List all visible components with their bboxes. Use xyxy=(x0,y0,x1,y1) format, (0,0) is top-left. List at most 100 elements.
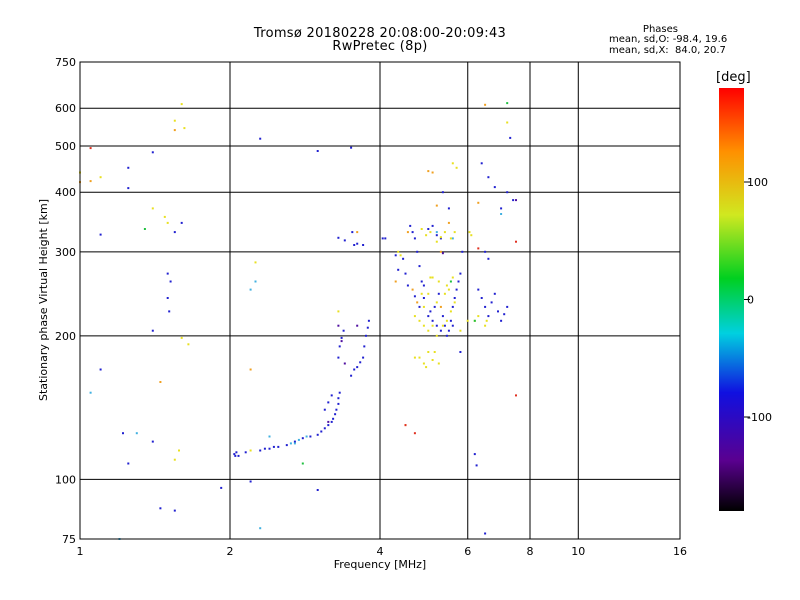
data-point xyxy=(272,445,275,448)
data-point xyxy=(366,326,369,329)
data-point xyxy=(180,336,183,339)
data-point xyxy=(249,288,252,291)
data-point xyxy=(381,237,384,240)
x-tick-label: 2 xyxy=(227,545,234,558)
data-point xyxy=(500,213,503,215)
data-point xyxy=(427,315,430,318)
data-point xyxy=(435,231,438,234)
data-point xyxy=(431,224,434,227)
data-point xyxy=(420,292,423,295)
data-point xyxy=(431,324,434,327)
data-point xyxy=(356,366,359,369)
data-point xyxy=(127,166,130,169)
data-point xyxy=(233,453,236,456)
data-point xyxy=(173,119,176,122)
y-axis: 75 100 200 300 400 500 600 750 xyxy=(55,56,76,546)
data-point xyxy=(268,435,271,438)
colorbar-tick-label: -100 xyxy=(747,411,772,424)
data-point xyxy=(263,447,266,450)
data-point xyxy=(485,319,488,322)
data-point xyxy=(437,362,440,365)
data-point xyxy=(340,340,343,343)
data-point xyxy=(244,451,247,454)
data-point xyxy=(422,284,425,287)
data-point xyxy=(342,329,345,332)
data-point xyxy=(406,284,409,287)
data-point xyxy=(475,464,478,467)
data-point xyxy=(427,170,430,173)
data-point xyxy=(416,250,419,253)
data-point xyxy=(427,292,430,295)
data-point xyxy=(443,324,446,327)
data-point xyxy=(343,239,346,242)
data-point xyxy=(367,319,370,322)
data-point xyxy=(259,527,262,530)
data-point xyxy=(343,362,346,365)
data-point xyxy=(89,391,92,394)
data-point xyxy=(173,129,176,132)
data-point xyxy=(470,234,473,237)
data-point xyxy=(159,381,162,383)
data-point xyxy=(484,532,487,535)
y-tick-label: 100 xyxy=(55,473,76,486)
data-point xyxy=(397,268,400,271)
data-point xyxy=(293,440,296,443)
data-point xyxy=(337,324,340,327)
data-point xyxy=(447,221,450,224)
colorbar xyxy=(719,88,744,511)
data-point xyxy=(254,261,257,264)
data-point xyxy=(301,437,304,440)
data-point xyxy=(332,417,335,420)
data-point xyxy=(166,221,169,224)
data-point xyxy=(441,324,444,327)
data-point xyxy=(435,334,438,337)
data-point xyxy=(503,313,506,316)
data-point xyxy=(169,280,172,283)
data-point xyxy=(254,280,257,283)
data-point xyxy=(404,272,407,275)
data-point xyxy=(433,305,436,308)
data-point xyxy=(439,237,442,240)
data-point xyxy=(127,187,130,190)
data-point xyxy=(447,207,450,210)
data-point xyxy=(362,356,365,359)
data-point xyxy=(468,231,471,234)
data-point xyxy=(327,424,330,427)
data-point xyxy=(327,401,330,404)
data-point xyxy=(435,204,438,207)
data-point xyxy=(455,166,458,169)
data-point xyxy=(220,486,223,489)
data-point xyxy=(413,315,416,318)
data-point xyxy=(506,102,509,105)
data-point xyxy=(413,295,416,298)
data-point xyxy=(237,454,240,457)
data-point xyxy=(320,430,323,433)
data-point xyxy=(180,103,183,106)
data-point xyxy=(484,305,487,308)
data-point xyxy=(473,319,476,322)
data-point xyxy=(127,462,130,465)
data-point xyxy=(413,356,416,359)
data-point xyxy=(249,368,252,371)
data-point xyxy=(484,250,487,253)
data-point xyxy=(327,420,330,423)
data-point xyxy=(449,237,452,240)
data-point xyxy=(433,351,436,353)
data-point xyxy=(122,432,124,435)
data-point xyxy=(480,297,483,299)
data-point xyxy=(429,276,432,279)
x-tick-label: 8 xyxy=(527,545,534,558)
x-tick-label: 4 xyxy=(377,545,384,558)
data-point xyxy=(445,284,448,287)
data-point xyxy=(418,305,421,308)
colorbar-tick-label: 100 xyxy=(747,176,768,189)
data-point xyxy=(477,288,480,291)
data-point xyxy=(515,240,517,243)
data-point xyxy=(99,368,102,371)
data-point xyxy=(427,228,430,230)
data-point xyxy=(316,489,319,491)
data-point xyxy=(506,305,509,308)
data-point xyxy=(406,231,409,234)
data-point xyxy=(425,234,428,237)
